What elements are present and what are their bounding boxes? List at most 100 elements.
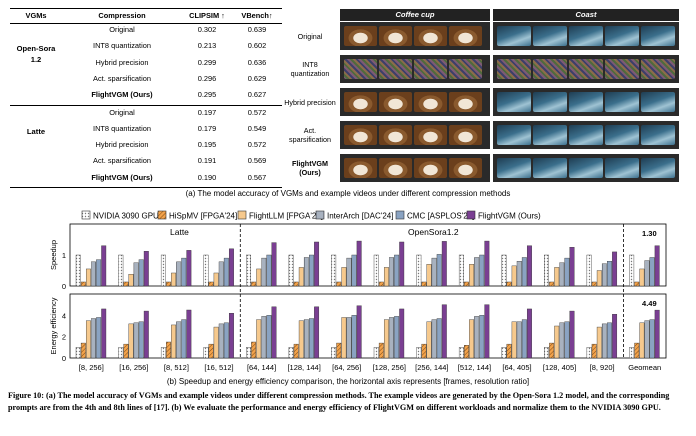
bar-speedup [171, 272, 177, 287]
bar-speedup [559, 262, 565, 287]
bar-energy [394, 316, 400, 359]
y-axis-label: Speedup [49, 240, 58, 270]
table-row: Hybrid precision 0.195 0.572 [10, 138, 282, 151]
cell-method: INT8 quantization [93, 41, 151, 51]
bar-energy [559, 322, 565, 359]
bar-energy [511, 321, 517, 359]
video-frame [344, 59, 377, 79]
header-vbench: VBench↑ [241, 11, 273, 20]
bar-energy [80, 342, 86, 359]
bar-speedup [441, 241, 447, 287]
cell-method: Original [109, 25, 135, 34]
legend-label: FlightVGM (Ours) [478, 212, 541, 221]
geomean-annotation: 4.49 [642, 299, 657, 308]
bar-energy [544, 347, 549, 359]
bar-speedup [251, 281, 257, 287]
bar-energy [549, 342, 555, 359]
cell-method: Act. sparsification [93, 156, 151, 166]
cell-vbench: 0.567 [247, 172, 267, 182]
bar-energy [298, 320, 304, 359]
bar-speedup [501, 254, 507, 287]
cell-clipsim: 0.295 [197, 90, 217, 100]
bar-energy [399, 308, 405, 359]
bar-speedup [96, 259, 102, 287]
bar-energy [383, 319, 389, 359]
bar-speedup [256, 268, 262, 287]
group-label-latte: Latte [170, 227, 189, 237]
bar-speedup [554, 267, 560, 287]
legend-label: FlightLLM [FPGA'24] [249, 212, 323, 221]
video-frame [344, 92, 377, 112]
plot-frame [69, 293, 667, 359]
x-tick-label: [128, 256] [373, 363, 406, 372]
bar-speedup [639, 268, 645, 287]
bar-speedup [293, 281, 299, 287]
video-row-label: Hybrid precision [284, 97, 336, 107]
bar-energy [118, 347, 124, 359]
legend-swatch [237, 210, 247, 220]
bar-speedup [389, 257, 394, 287]
cell-vbench: 0.572 [247, 107, 267, 117]
video-row-label: Act. sparsification [289, 126, 331, 144]
bar-speedup [644, 260, 650, 287]
bar-energy [612, 314, 618, 359]
y-tick-label: 1 [62, 251, 66, 260]
bar-speedup [564, 257, 570, 287]
video-row-label: FlightVGM (Ours) [292, 159, 328, 177]
accuracy-table: VGMs Compression CLIPSIM ↑ VBench↑ Open-… [10, 8, 282, 188]
cell-clipsim: 0.302 [197, 25, 217, 34]
bar-energy [469, 319, 475, 359]
video-strip-coffee [340, 88, 490, 116]
video-frame [497, 158, 531, 178]
bar-speedup [314, 241, 320, 287]
plot-frame [69, 223, 667, 287]
cell-method: Hybrid precision [95, 57, 149, 67]
bar-speedup [431, 257, 437, 287]
legend-label: InterArch [DAC'24] [327, 212, 393, 221]
bar-energy [160, 347, 166, 359]
bar-speedup [458, 254, 464, 287]
video-frame [449, 26, 482, 46]
cell-clipsim: 0.190 [197, 172, 217, 182]
bar-speedup [516, 261, 522, 287]
bar-energy [474, 316, 480, 359]
cell-vbench: 0.636 [247, 57, 267, 67]
table-separator [10, 187, 282, 188]
bar-speedup [213, 272, 219, 287]
video-frame [533, 92, 567, 112]
bar-energy [586, 347, 592, 359]
bar-energy [526, 308, 532, 359]
speedup-energy-charts: NVIDIA 3090 GPU HiSpMV [FPGA'24] FlightLLM… [49, 210, 667, 386]
bar-speedup [303, 257, 309, 287]
bar-energy [356, 305, 362, 359]
bar-energy [569, 310, 575, 359]
bar-speedup [474, 257, 480, 287]
bar-speedup [399, 241, 405, 287]
video-frame [449, 92, 482, 112]
bar-energy [416, 347, 422, 359]
video-frame [641, 92, 675, 112]
bar-energy [288, 347, 294, 359]
video-frame [605, 59, 639, 79]
header-vgms: VGMs [25, 11, 47, 20]
bar-speedup [654, 245, 660, 287]
bar-energy [138, 321, 144, 359]
x-tick-label: [64, 144] [247, 363, 276, 372]
cell-method: FlightVGM (Ours) [91, 172, 153, 182]
video-strip-coffee [340, 121, 490, 149]
cell-vbench: 0.639 [247, 25, 267, 34]
video-frame [605, 26, 639, 46]
bar-energy [501, 347, 507, 359]
x-tick-label: [512, 144] [458, 363, 491, 372]
bar-speedup [101, 245, 107, 287]
bar-energy [213, 326, 219, 359]
bar-speedup [607, 261, 612, 287]
bar-energy [75, 347, 81, 359]
video-frame [414, 26, 447, 46]
bar-speedup [469, 264, 475, 287]
bar-energy [564, 321, 570, 359]
video-frame [497, 125, 531, 145]
video-frame [449, 158, 482, 178]
video-strip-coffee [340, 55, 490, 83]
bar-speedup [176, 261, 182, 287]
